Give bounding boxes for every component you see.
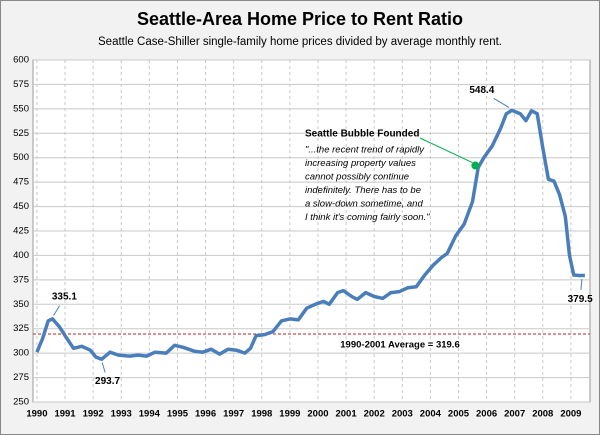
y-tick-label: 600 xyxy=(13,55,29,66)
x-tick-label: 1996 xyxy=(195,409,216,420)
y-tick-label: 400 xyxy=(13,250,29,261)
x-tick-label: 2008 xyxy=(532,409,553,420)
x-tick-label: 2004 xyxy=(420,409,442,420)
x-tick-label: 2005 xyxy=(448,409,470,420)
annotation-arrow xyxy=(493,97,510,108)
x-tick-label: 2002 xyxy=(364,409,385,420)
chart-title: Seattle-Area Home Price to Rent Ratio xyxy=(137,9,463,29)
annotation-arrow xyxy=(53,305,61,316)
point-label: 548.4 xyxy=(469,85,494,96)
x-tick-label: 2006 xyxy=(476,409,497,420)
y-tick-label: 475 xyxy=(13,177,29,188)
y-tick-label: 425 xyxy=(13,226,29,237)
point-label: 293.7 xyxy=(95,376,120,387)
x-tick-label: 1991 xyxy=(54,409,76,420)
y-tick-label: 275 xyxy=(13,372,29,383)
y-tick-label: 525 xyxy=(13,128,29,139)
y-tick-label: 450 xyxy=(13,201,29,212)
annotation-arrow xyxy=(580,279,583,290)
y-tick-label: 325 xyxy=(13,323,29,334)
highlight-quote: cannot possibly continue xyxy=(305,172,409,183)
annotation-arrow xyxy=(101,362,106,373)
y-tick-label: 300 xyxy=(13,348,29,359)
x-tick-label: 1992 xyxy=(83,409,104,420)
y-tick-label: 250 xyxy=(13,397,29,408)
data-line xyxy=(35,108,585,362)
highlight-point xyxy=(471,161,480,170)
x-tick-label: 1995 xyxy=(167,409,189,420)
x-tick-label: 2009 xyxy=(560,409,581,420)
point-label: 379.5 xyxy=(568,294,593,305)
point-label: 335.1 xyxy=(52,291,77,302)
x-tick-label: 2001 xyxy=(335,409,357,420)
x-tick-label: 1999 xyxy=(279,409,300,420)
highlight-quote: I think it's coming fairly soon." xyxy=(305,212,430,223)
highlight-quote: a slow-down sometime, and xyxy=(305,199,423,210)
x-tick-label: 2000 xyxy=(307,409,328,420)
x-tick-label: 1998 xyxy=(251,409,272,420)
highlight-quote: indefinitely. There has to be xyxy=(305,185,421,196)
highlight-label: Seattle Bubble Founded xyxy=(305,129,419,140)
chart-subtitle: Seattle Case-Shiller single-family home … xyxy=(98,36,502,48)
y-tick-label: 350 xyxy=(13,299,29,310)
x-tick-label: 2003 xyxy=(392,409,413,420)
y-tick-label: 375 xyxy=(13,274,29,285)
x-tick-label: 1990 xyxy=(26,409,47,420)
y-tick-label: 575 xyxy=(13,79,29,90)
x-tick-label: 2007 xyxy=(504,409,525,420)
x-tick-label: 1994 xyxy=(139,409,161,420)
average-label: 1990-2001 Average = 319.6 xyxy=(340,340,459,351)
x-tick-label: 1997 xyxy=(223,409,244,420)
highlight-quote: "...the recent trend of rapidly xyxy=(305,145,425,156)
x-tick-label: 1993 xyxy=(111,409,132,420)
highlight-quote: increasing property values xyxy=(305,158,416,169)
highlight-arrow xyxy=(419,137,473,163)
y-tick-label: 500 xyxy=(13,152,29,163)
y-tick-label: 550 xyxy=(13,103,29,114)
